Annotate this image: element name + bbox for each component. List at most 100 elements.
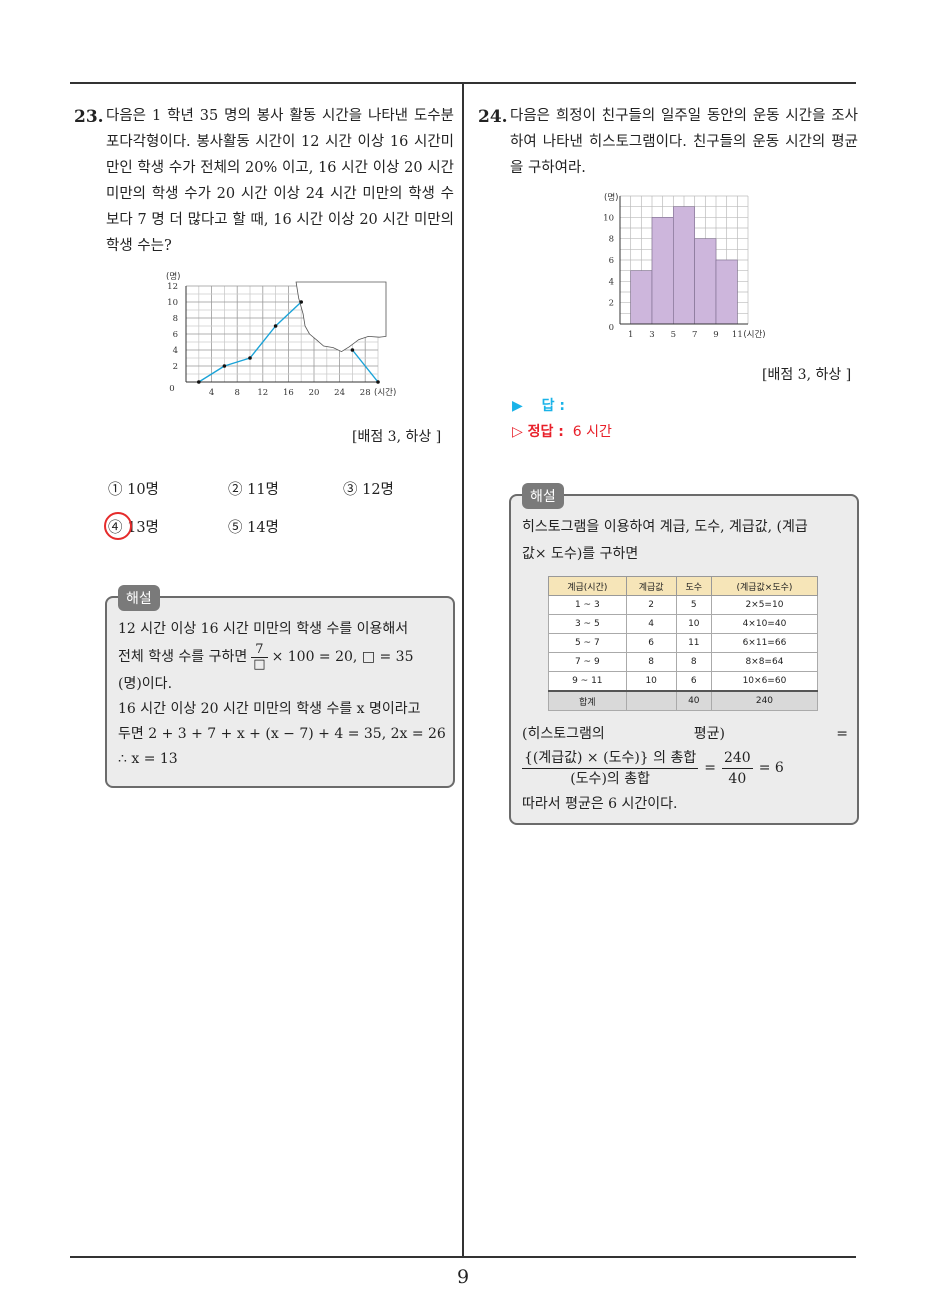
table-total-cell bbox=[625, 690, 677, 711]
histogram-bar bbox=[630, 270, 653, 325]
sol23-frac-den: □ bbox=[253, 656, 266, 672]
sol23-line-2-rest: × 100 = 20, □ = 35 bbox=[271, 648, 414, 665]
y-tick-label: 6 bbox=[173, 330, 178, 340]
y-tick-label: 2 bbox=[173, 362, 178, 372]
q23-solution-box bbox=[105, 596, 455, 788]
sol23-line-1: 12 시간 이상 16 시간 미만의 학생 수를 이용해서 bbox=[118, 621, 409, 637]
correct-label: 정답 : bbox=[527, 424, 564, 440]
polygon-segment bbox=[351, 349, 379, 383]
formula-num2: 240 bbox=[721, 748, 753, 769]
table-total-cell: 40 bbox=[675, 690, 712, 711]
th-product: (계급값×도수) bbox=[710, 576, 819, 596]
th-frequency: 도수 bbox=[675, 576, 712, 596]
table-row: 9 ~ 11 10 6 10×6=60 bbox=[548, 671, 819, 692]
formula-value-frac: 240 40 bbox=[721, 748, 753, 789]
sol23-line-2: 전체 학생 수를 구하면 7 □ × 100 = 20, □ = 35 bbox=[118, 642, 448, 672]
sol23-line-6: ∴ x = 13 bbox=[118, 751, 178, 767]
histogram-bar bbox=[694, 238, 717, 325]
y-axis-label: (명) bbox=[604, 192, 618, 203]
table-cell: 2×5=10 bbox=[710, 595, 819, 615]
formula-num: {(계급값) × (도수)} 의 총합 bbox=[522, 748, 699, 769]
table-total-row: 합계 40 240 bbox=[548, 690, 819, 711]
x-axis-label: (시간) bbox=[743, 329, 765, 340]
data-point bbox=[273, 324, 278, 328]
table-header-row: 계급(시간) 계급값 도수 (계급값×도수) bbox=[548, 576, 819, 596]
y-tick-label: 6 bbox=[609, 256, 614, 266]
table-row: 1 ~ 3 2 5 2×5=10 bbox=[548, 595, 819, 615]
q23-number: 23. bbox=[74, 107, 104, 127]
table-row: 3 ~ 5 4 10 4×10=40 bbox=[548, 614, 819, 634]
polygon-segment bbox=[198, 365, 225, 383]
answer-row: ▶ 답 : bbox=[512, 395, 565, 415]
formula-den2: 40 bbox=[728, 770, 747, 787]
formula-result: = 6 bbox=[758, 759, 784, 776]
origin-label: 0 bbox=[169, 384, 174, 394]
x-tick-label: 24 bbox=[334, 388, 345, 398]
x-tick-label: 3 bbox=[649, 330, 654, 340]
table-cell: 5 bbox=[675, 595, 712, 615]
x-tick-label: 20 bbox=[309, 388, 320, 398]
table-cell: 5 ~ 7 bbox=[548, 633, 627, 653]
table-cell: 6×11=66 bbox=[710, 633, 819, 653]
y-tick-label: 10 bbox=[167, 298, 178, 308]
data-point bbox=[376, 380, 380, 384]
y-tick-label: 2 bbox=[609, 299, 614, 309]
table-row: 5 ~ 7 6 11 6×11=66 bbox=[548, 633, 819, 653]
table-total-cell: 합계 bbox=[548, 690, 627, 711]
origin-label: 0 bbox=[609, 323, 614, 333]
choice-3[interactable]: ③ 12명 bbox=[343, 482, 394, 498]
choice-5[interactable]: ⑤ 14명 bbox=[228, 520, 279, 536]
table-cell: 7 ~ 9 bbox=[548, 652, 627, 672]
choice-2[interactable]: ② 11명 bbox=[228, 482, 279, 498]
polygon-segment bbox=[249, 325, 277, 359]
table-cell: 6 bbox=[675, 671, 712, 692]
data-point bbox=[222, 364, 227, 368]
sol24-line-1: 히스토그램을 이용하여 계급, 도수, 계급값, (계급 bbox=[522, 519, 808, 535]
formula-lhs: (히스토그램의 평균) bbox=[522, 726, 725, 742]
data-point bbox=[299, 300, 303, 304]
histogram-bar bbox=[651, 217, 674, 325]
choice-1[interactable]: ① 10명 bbox=[108, 482, 159, 498]
column-divider bbox=[462, 83, 464, 1256]
table-cell: 10×6=60 bbox=[710, 671, 819, 692]
table-cell: 2 bbox=[625, 595, 677, 615]
q23-solution-text: 12 시간 이상 16 시간 미만의 학생 수를 이용해서 전체 학생 수를 구… bbox=[118, 617, 448, 772]
data-point bbox=[248, 356, 252, 360]
table-cell: 6 bbox=[625, 633, 677, 653]
histogram-bar bbox=[715, 259, 738, 325]
table-cell: 10 bbox=[625, 671, 677, 692]
torn-paper-region bbox=[295, 281, 387, 353]
table-cell: 9 ~ 11 bbox=[548, 671, 627, 692]
histogram-bar bbox=[673, 206, 695, 325]
sol24-line-2: 값× 도수)를 구하면 bbox=[522, 546, 639, 562]
table-cell: 4 bbox=[625, 614, 677, 634]
q24-solution-text: 히스토그램을 이용하여 계급, 도수, 계급값, (계급 값× 도수)를 구하면 bbox=[522, 514, 848, 568]
frequency-table: 계급(시간) 계급값 도수 (계급값×도수) 1 ~ 3 2 5 2×5=10 3 ~ … bbox=[548, 576, 819, 711]
sol23-line-5: 두면 2 + 3 + 7 + x + (x − 7) + 4 = 35, 2x … bbox=[118, 726, 446, 742]
y-tick-label: 4 bbox=[173, 346, 178, 356]
y-tick-label: 4 bbox=[609, 277, 614, 287]
y-tick-label: 8 bbox=[609, 235, 614, 245]
correct-arrow-icon: ▷ bbox=[512, 424, 523, 440]
sol23-line-2-text: 전체 학생 수를 구하면 bbox=[118, 648, 248, 665]
formula-eq: = bbox=[836, 726, 848, 742]
x-tick-label: 9 bbox=[713, 330, 718, 340]
page-number: 9 bbox=[456, 1266, 470, 1288]
data-point bbox=[350, 348, 355, 352]
q24-text: 다음은 희정이 친구들의 일주일 동안의 운동 시간을 조사하여 나타낸 히스토… bbox=[510, 108, 858, 176]
formula-main-frac: {(계급값) × (도수)} 의 총합 (도수)의 총합 bbox=[522, 748, 699, 789]
polygon-segment bbox=[224, 357, 251, 367]
th-class-value: 계급값 bbox=[625, 576, 677, 596]
q24-histogram: 1 3 5 7 9 11 2 4 6 8 10 0 (명) (시간) bbox=[603, 192, 765, 340]
bottom-rule bbox=[70, 1256, 856, 1258]
sol23-fraction: 7 □ bbox=[251, 642, 268, 672]
x-tick-label: 11 bbox=[732, 330, 743, 340]
selected-answer-circle bbox=[104, 512, 132, 540]
th-class: 계급(시간) bbox=[548, 576, 627, 596]
q24-number: 24. bbox=[478, 107, 508, 127]
y-tick-label: 12 bbox=[167, 282, 178, 292]
table-cell: 8 bbox=[625, 652, 677, 672]
x-tick-label: 4 bbox=[209, 388, 214, 398]
x-tick-label: 28 bbox=[360, 388, 371, 398]
